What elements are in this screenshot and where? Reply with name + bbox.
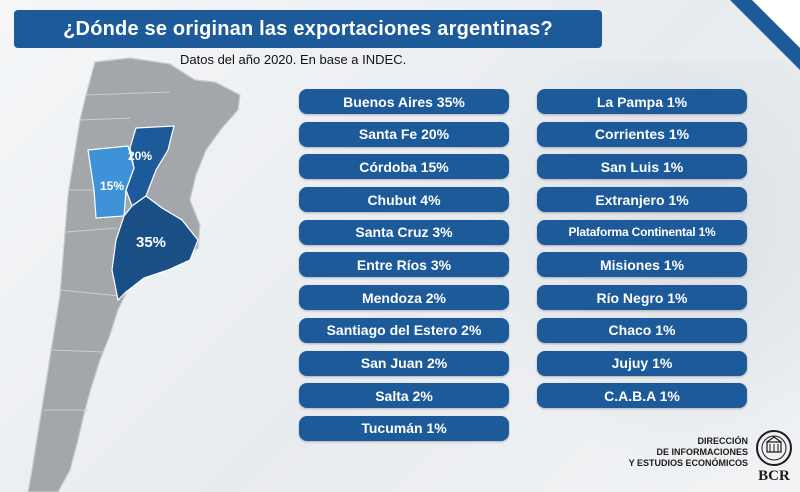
province-pill: Córdoba 15% <box>299 154 509 180</box>
province-pill: Extranjero 1% <box>537 187 747 213</box>
province-pill: San Luis 1% <box>537 154 747 180</box>
province-list-right: La Pampa 1% Corrientes 1% San Luis 1% Ex… <box>537 89 747 416</box>
footer-line: DE INFORMACIONES <box>656 447 748 457</box>
province-pill: C.A.B.A 1% <box>537 383 747 409</box>
province-border <box>44 91 171 411</box>
province-pill: Santa Fe 20% <box>299 121 509 147</box>
province-pill: Santiago del Estero 2% <box>299 317 509 343</box>
province-pill: Tucumán 1% <box>299 415 509 441</box>
bcr-seal-icon <box>756 430 792 466</box>
bcr-logo: BCR <box>752 428 796 488</box>
province-pill: Río Negro 1% <box>537 285 747 311</box>
province-pill: San Juan 2% <box>299 350 509 376</box>
province-list-left: Buenos Aires 35% Santa Fe 20% Córdoba 15… <box>299 89 509 449</box>
province-pill: Salta 2% <box>299 383 509 409</box>
map-label-cordoba: 15% <box>100 179 124 193</box>
province-pill: Buenos Aires 35% <box>299 89 509 114</box>
page-title: ¿Dónde se originan las exportaciones arg… <box>14 10 602 48</box>
province-pill: Jujuy 1% <box>537 350 747 376</box>
province-pill: Corrientes 1% <box>537 121 747 147</box>
map-label-buenos-aires: 35% <box>136 234 166 251</box>
province-pill: Chubut 4% <box>299 187 509 213</box>
province-pill: Entre Ríos 3% <box>299 252 509 278</box>
footer-line: DIRECCIÓN <box>697 436 748 446</box>
province-pill: Plataforma Continental 1% <box>537 219 747 245</box>
province-pill: Mendoza 2% <box>299 285 509 311</box>
province-pill: La Pampa 1% <box>537 89 747 114</box>
argentina-map: 20% 15% 35% <box>27 57 241 492</box>
page-subtitle: Datos del año 2020. En base a INDEC. <box>180 52 407 67</box>
corner-decoration-inner <box>752 0 800 48</box>
map-label-santa-fe: 20% <box>128 149 152 163</box>
footer-line: Y ESTUDIOS ECONÓMICOS <box>628 458 748 468</box>
bcr-logo-text: BCR <box>758 468 790 484</box>
buenos-aires-region <box>111 195 199 302</box>
province-pill: Misiones 1% <box>537 252 747 278</box>
province-pill: Chaco 1% <box>537 317 747 343</box>
province-pill: Santa Cruz 3% <box>299 219 509 245</box>
footer-organization: DIRECCIÓN DE INFORMACIONES Y ESTUDIOS EC… <box>560 436 748 469</box>
cordoba-region <box>87 145 135 219</box>
